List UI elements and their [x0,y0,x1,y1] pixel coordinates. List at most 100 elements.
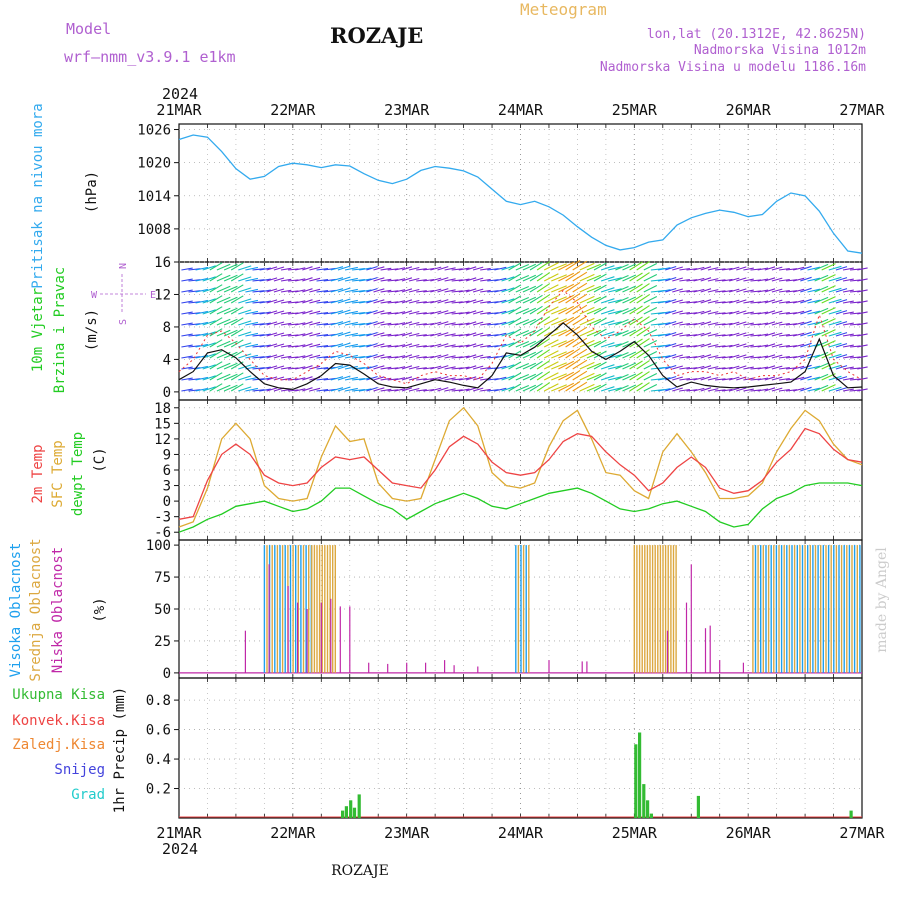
wind-arrow [793,321,805,326]
wind-arrow [572,359,588,370]
bottom-date-label: 23MAR [384,824,430,842]
wind-arrow [729,277,740,282]
elevation-label: Nadmorska Visina 1012m [694,43,866,58]
wind-unit: (m/s) [84,309,100,351]
wind-arrow [579,317,595,326]
precip-bar [357,794,361,818]
wind-arrow [850,301,861,304]
wind-arrow [722,333,733,337]
wind-arrow [394,322,406,326]
wind-arrow [380,333,392,337]
wind-arrow [416,279,427,282]
wind-arrow [850,356,861,359]
wind-arrow [600,342,615,348]
wind-arrow [835,365,848,370]
wind-arrow [408,321,420,326]
wind-arrow [387,356,399,359]
wind-arrow [181,388,193,392]
wind-arrow [444,344,456,348]
wind-arrow [807,365,821,370]
wind-arrow [245,288,259,293]
wind-arrow [430,266,442,271]
wind-arrow [515,274,530,282]
wind-arrow [807,376,821,381]
wind-arrow [551,296,567,304]
wind-arrow [259,289,271,293]
wind-arrow [480,267,491,271]
wind-arrow [202,375,216,381]
wind-legend-west: W [91,290,98,301]
wind-arrow [416,323,427,326]
wind-arrow [850,378,861,381]
wind-arrow [252,367,265,370]
wind-arrow [245,376,259,381]
wind-arrow [408,354,420,359]
wind-arrow [316,290,329,293]
wind-arrow [786,345,798,348]
wind-arrow [536,283,551,293]
wind-arrow [259,322,271,326]
wind-arrow [288,389,299,392]
wind-arrow [529,349,543,359]
wind-arrow [437,288,449,293]
bottom-date-label: 25MAR [612,824,658,842]
wind-arrow [679,300,690,304]
wind-arrow [707,311,719,315]
wind-arrow [572,315,588,326]
wind-arrow [501,298,515,304]
wind-arrow [800,276,812,282]
wind-arrow [707,267,719,271]
station-title: ROZAJE [330,23,423,48]
wind-arrow [714,279,726,282]
wind-arrow [665,298,677,304]
wind-arrow [380,366,392,370]
wind-arrow [373,332,385,337]
wind-arrow [835,310,848,315]
wind-arrow [764,321,776,326]
top-date-label: 27MAR [839,101,885,119]
wind-arrow [522,263,537,271]
wind-arrow [629,327,643,337]
wind-arrow [814,307,829,315]
wind-arrow [323,377,336,381]
wind-arrow [344,343,358,348]
wind-arrow [522,384,537,392]
wind-arrow [259,377,271,381]
wind-arrow [558,338,575,348]
wind-arrow [850,290,861,293]
wind-arrow [302,365,313,370]
wind-arrow [821,274,836,282]
wind-arrow [515,373,530,381]
wind-arrow [195,277,209,282]
wind-arrow [771,299,783,304]
top-date-labels: 21MAR 22MAR 23MAR 24MAR 25MAR 26MAR 27MAR [156,101,885,119]
wind-arrow [793,299,805,304]
wind-arrow [828,276,842,282]
wind-arrow [359,278,372,282]
wind-arrow [700,376,712,381]
wind-arrow [273,299,285,304]
precip-legend-convective: Konvek.Kisa [12,713,105,729]
wind-arrow [529,261,543,271]
wind-arrow [266,277,278,282]
wind-arrow [295,388,306,392]
wind-arrow [416,312,427,315]
wind-arrow [622,362,637,370]
wind-arrow [501,276,515,282]
wind-arrow [636,349,650,359]
wind-arrow [216,384,231,392]
wind-arrow [430,387,442,392]
wind-arrow [423,311,435,315]
wind-arrow [366,276,378,282]
wind-arrow [252,389,265,392]
wind-arrow [508,339,522,348]
pressure-panel: Pritisak na nivou mora (hPa) [30,103,863,289]
wind-arrow [230,262,244,271]
wind-arrow [807,288,821,293]
wind-arrow [416,345,427,348]
wind-arrow [750,389,762,392]
wind-arrow [472,343,484,348]
wind-arrow [757,388,769,392]
wind-arrow [722,344,733,348]
wind-arrow [238,331,252,337]
